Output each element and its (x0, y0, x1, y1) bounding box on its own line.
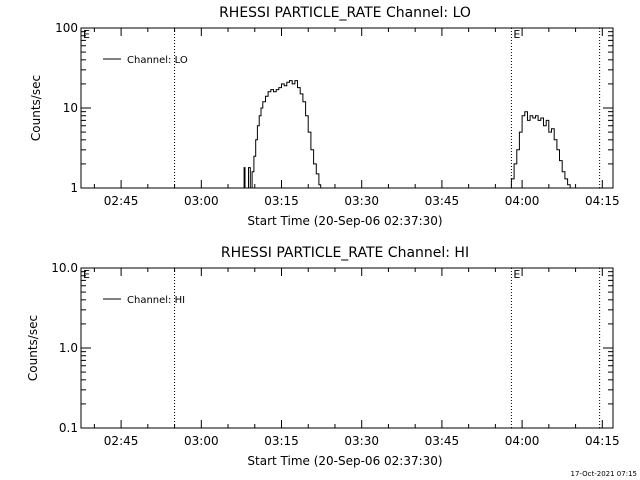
series-line (241, 80, 322, 189)
x-tick-label: 04:00 (505, 194, 540, 208)
y-tick-label: 0.1 (59, 421, 78, 435)
axis-ticks: 02:45 03:00 03:15 03:30 03:45 04:00 04:15 0.1 1.… (51, 261, 619, 448)
lo-channel-panel: RHESSI PARTICLE_RATE Channel: LO Counts/… (29, 5, 620, 228)
x-tick-label: 03:30 (344, 434, 379, 448)
data-series (241, 80, 571, 189)
y-tick-label: 10 (63, 101, 78, 115)
x-tick-label: 03:45 (425, 434, 460, 448)
y-tick-label: 100 (55, 21, 78, 35)
plot-frame (80, 267, 614, 429)
x-tick-label: 03:00 (184, 434, 219, 448)
marker-lines (174, 268, 601, 428)
x-tick-label: 03:00 (184, 194, 219, 208)
marker-lines (174, 28, 601, 188)
x-tick-label: 02:45 (104, 194, 139, 208)
y-axis-label: Counts/sec (26, 315, 40, 381)
footer-timestamp: 17-Oct-2021 07:15 (571, 470, 637, 478)
x-axis-label: Start Time (20-Sep-06 02:37:30) (247, 214, 442, 228)
x-axis-label: Start Time (20-Sep-06 02:37:30) (247, 454, 442, 468)
event-marker-label: E (83, 268, 90, 281)
y-tick-label: 1.0 (59, 341, 78, 355)
event-marker-label: E (513, 28, 520, 41)
x-tick-label: 04:00 (505, 434, 540, 448)
event-marker-label: E (513, 268, 520, 281)
series-line (508, 111, 571, 189)
x-tick-label: 03:15 (264, 194, 299, 208)
x-tick-label: 04:15 (585, 194, 620, 208)
plot-frame (80, 27, 614, 189)
y-tick-label: 1 (70, 181, 78, 195)
legend-label: Channel: HI (127, 295, 185, 306)
y-tick-label: 10.0 (51, 261, 78, 275)
legend-label: Channel: LO (127, 55, 188, 66)
x-tick-label: 03:30 (344, 194, 379, 208)
event-marker-label: E (83, 28, 90, 41)
x-tick-label: 03:15 (264, 434, 299, 448)
chart-title: RHESSI PARTICLE_RATE Channel: LO (219, 5, 471, 21)
hi-channel-panel: RHESSI PARTICLE_RATE Channel: HI Counts/… (26, 245, 620, 468)
x-tick-label: 04:15 (585, 434, 620, 448)
x-tick-label: 03:45 (425, 194, 460, 208)
chart-title: RHESSI PARTICLE_RATE Channel: HI (221, 245, 469, 261)
axis-ticks: 02:45 03:00 03:15 03:30 03:45 04:00 04:15 1 10 10… (55, 21, 620, 208)
y-axis-label: Counts/sec (29, 75, 43, 141)
x-tick-label: 02:45 (104, 434, 139, 448)
